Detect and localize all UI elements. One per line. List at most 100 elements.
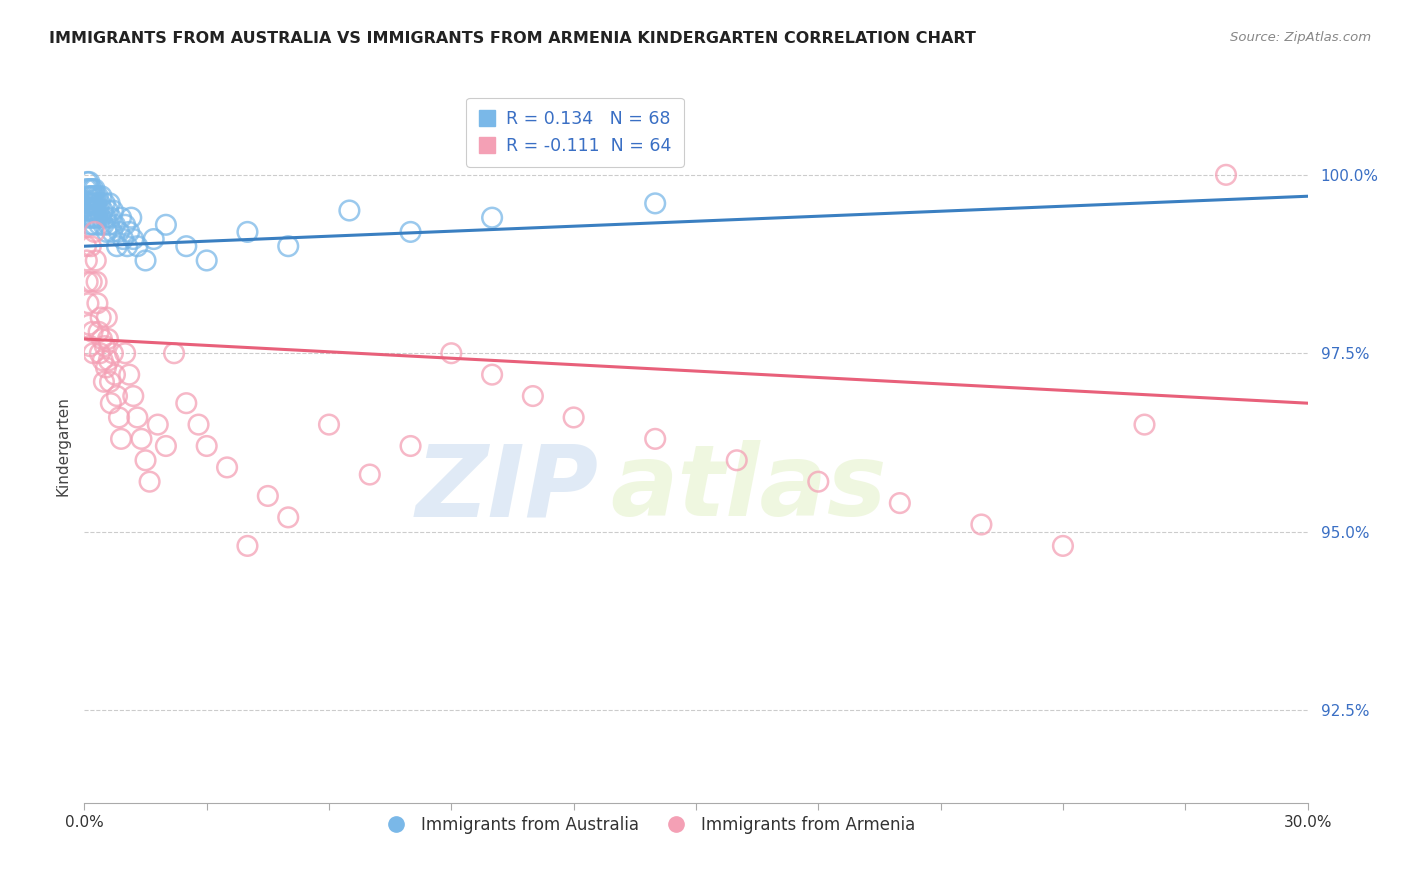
- Point: [93, 375, 115, 389]
- Point: [122, 389, 145, 403]
- Point: [97, 353, 120, 368]
- Point: [84, 211, 107, 225]
- Point: [77, 189, 100, 203]
- Point: [101, 203, 124, 218]
- Point: [163, 346, 186, 360]
- Point: [79, 218, 101, 232]
- Point: [98, 196, 121, 211]
- Point: [644, 432, 666, 446]
- Point: [131, 432, 153, 446]
- Point: [86, 211, 108, 225]
- Point: [105, 389, 128, 403]
- Point: [155, 439, 177, 453]
- Point: [82, 346, 104, 360]
- Point: [83, 218, 105, 232]
- Point: [83, 203, 105, 218]
- Point: [77, 175, 100, 189]
- Text: ZIP: ZIP: [415, 441, 598, 537]
- Point: [83, 225, 105, 239]
- Point: [82, 189, 104, 203]
- Point: [76, 175, 98, 189]
- Point: [90, 332, 112, 346]
- Point: [1133, 417, 1156, 432]
- Point: [108, 225, 131, 239]
- Point: [82, 182, 104, 196]
- Point: [94, 360, 117, 375]
- Point: [77, 318, 100, 332]
- Point: [1052, 539, 1074, 553]
- Point: [481, 368, 503, 382]
- Point: [94, 211, 117, 225]
- Point: [96, 225, 118, 239]
- Point: [90, 310, 112, 325]
- Text: atlas: atlas: [610, 441, 887, 537]
- Point: [112, 232, 135, 246]
- Point: [135, 253, 157, 268]
- Point: [90, 211, 112, 225]
- Point: [76, 253, 98, 268]
- Point: [440, 346, 463, 360]
- Point: [127, 410, 149, 425]
- Point: [82, 196, 104, 211]
- Point: [318, 417, 340, 432]
- Point: [127, 239, 149, 253]
- Point: [277, 510, 299, 524]
- Point: [87, 325, 110, 339]
- Point: [217, 460, 239, 475]
- Point: [115, 239, 138, 253]
- Point: [93, 218, 115, 232]
- Point: [80, 239, 103, 253]
- Point: [80, 189, 103, 203]
- Point: [122, 232, 145, 246]
- Point: [76, 275, 98, 289]
- Text: IMMIGRANTS FROM AUSTRALIA VS IMMIGRANTS FROM ARMENIA KINDERGARTEN CORRELATION CH: IMMIGRANTS FROM AUSTRALIA VS IMMIGRANTS …: [49, 31, 976, 46]
- Point: [100, 396, 122, 410]
- Point: [339, 203, 361, 218]
- Point: [277, 239, 299, 253]
- Point: [644, 196, 666, 211]
- Legend: Immigrants from Australia, Immigrants from Armenia: Immigrants from Australia, Immigrants fr…: [373, 810, 921, 841]
- Point: [83, 182, 105, 196]
- Point: [80, 182, 103, 196]
- Point: [142, 232, 165, 246]
- Point: [77, 211, 100, 225]
- Point: [86, 275, 108, 289]
- Point: [84, 253, 107, 268]
- Point: [79, 339, 101, 353]
- Point: [100, 211, 122, 225]
- Point: [79, 203, 101, 218]
- Point: [135, 453, 157, 467]
- Point: [257, 489, 280, 503]
- Point: [889, 496, 911, 510]
- Point: [87, 203, 110, 218]
- Point: [79, 189, 101, 203]
- Point: [80, 275, 103, 289]
- Point: [104, 368, 127, 382]
- Point: [90, 189, 112, 203]
- Point: [108, 410, 131, 425]
- Point: [522, 389, 544, 403]
- Point: [481, 211, 503, 225]
- Point: [146, 417, 169, 432]
- Point: [89, 218, 111, 232]
- Point: [80, 211, 103, 225]
- Point: [118, 368, 141, 382]
- Point: [86, 196, 108, 211]
- Point: [120, 211, 142, 225]
- Point: [89, 196, 111, 211]
- Point: [101, 346, 124, 360]
- Point: [1215, 168, 1237, 182]
- Point: [84, 203, 107, 218]
- Point: [82, 325, 104, 339]
- Point: [195, 439, 218, 453]
- Point: [104, 218, 127, 232]
- Point: [91, 353, 114, 368]
- Point: [114, 346, 136, 360]
- Point: [399, 225, 422, 239]
- Point: [86, 296, 108, 310]
- Point: [236, 539, 259, 553]
- Point: [82, 203, 104, 218]
- Point: [101, 225, 124, 239]
- Point: [77, 196, 100, 211]
- Point: [110, 211, 132, 225]
